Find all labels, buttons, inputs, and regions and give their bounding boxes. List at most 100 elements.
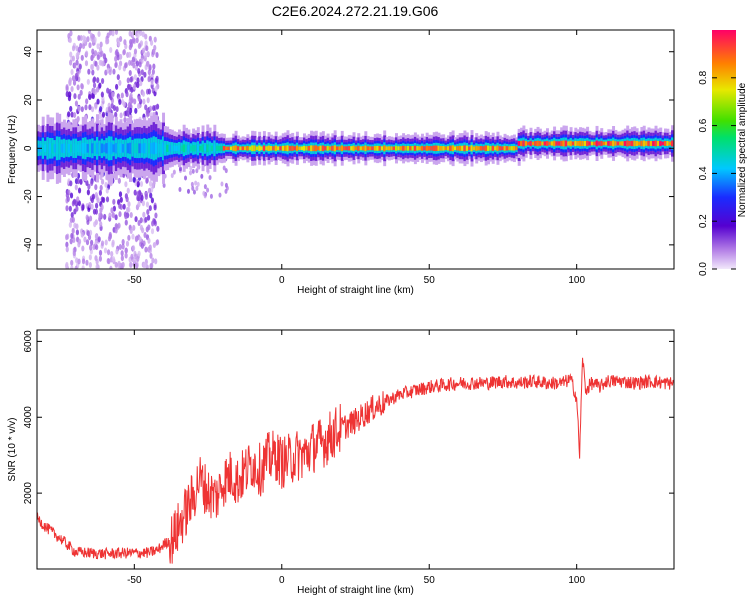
spectrogram-speckle xyxy=(87,68,91,75)
spectrogram-speckle xyxy=(94,202,99,209)
spectrogram-speckle xyxy=(69,51,73,58)
spectrogram-speckle xyxy=(70,259,74,266)
spectrogram-speckle xyxy=(120,92,124,99)
spectrogram-speckle xyxy=(111,212,115,219)
spectrogram-speckle xyxy=(70,265,74,269)
spectrogram-speckle xyxy=(101,111,106,118)
spectrogram-speckle xyxy=(120,255,124,262)
spectrogram-band-cell xyxy=(81,143,85,154)
spectrogram-band-cell xyxy=(536,140,540,147)
spectrogram-band-cell xyxy=(380,146,384,151)
spectrogram-band-cell xyxy=(93,144,97,153)
spectrogram-band-cell xyxy=(140,143,144,154)
spectrogram-speckle xyxy=(191,168,195,174)
spectrogram-speckle xyxy=(118,79,122,86)
spectrogram-band-cell xyxy=(491,145,495,151)
spectrogram-band-cell xyxy=(496,145,500,152)
spectrogram-speckle xyxy=(218,192,222,198)
spectrogram-band-cell xyxy=(361,146,365,151)
spectrogram-band-cell xyxy=(399,146,403,151)
spectrogram-speckle xyxy=(90,92,95,99)
spectrogram-speckle xyxy=(100,178,105,185)
spectrogram-speckle xyxy=(109,30,113,36)
spectrogram-speckle xyxy=(77,105,81,112)
spectrogram-band-cell xyxy=(53,144,57,153)
spectrogram-speckle xyxy=(149,192,153,199)
spectrogram-speckle xyxy=(117,260,121,267)
spectrogram-speckle xyxy=(151,220,155,227)
spectrogram-band-cell xyxy=(395,145,398,151)
spectrogram-speckle xyxy=(67,111,71,118)
spectrogram-band-cell xyxy=(666,141,670,146)
spectrogram-band-cell xyxy=(319,145,323,151)
spectrogram-band-cell xyxy=(154,142,158,154)
spectrogram-band-cell xyxy=(550,141,554,146)
spectrogram-speckle xyxy=(65,205,69,212)
spectrogram-band-cell xyxy=(404,146,408,151)
spectrogram-speckle xyxy=(88,94,92,101)
spectrogram-speckle xyxy=(86,78,90,85)
spectrogram-band-cell xyxy=(288,145,292,151)
spectrogram-band-cell xyxy=(557,141,561,146)
spectrogram-band-cell xyxy=(522,140,526,147)
spectrogram-speckle xyxy=(122,101,126,108)
spectrogram-speckle xyxy=(85,214,89,221)
spectrogram-band-cell xyxy=(406,145,410,151)
spectrogram-speckle xyxy=(75,257,79,264)
spectrogram-speckle xyxy=(128,70,132,77)
spectrogram-speckle xyxy=(105,38,109,45)
spectrogram-band-cell xyxy=(623,140,627,146)
spectrogram-speckle xyxy=(132,37,136,44)
spectrogram-band-cell xyxy=(437,145,441,151)
spectrogram-band-cell xyxy=(105,143,109,154)
spectrogram-band-cell xyxy=(168,145,172,152)
spectrogram-band-cell xyxy=(272,146,276,151)
spectrogram-band-cell xyxy=(269,146,273,151)
spectrogram-speckle xyxy=(137,250,141,257)
spectrogram-band-cell xyxy=(284,145,288,151)
spectrogram-speckle xyxy=(104,57,108,64)
spectrogram-speckle xyxy=(81,43,86,50)
spectrogram-speckle xyxy=(96,77,100,84)
spectrogram-speckle xyxy=(92,88,96,95)
spectrogram-speckle xyxy=(98,249,103,256)
spectrogram-band-cell xyxy=(232,145,236,151)
spectrogram-speckle xyxy=(155,239,160,246)
spectrogram-speckle xyxy=(100,240,105,247)
spectrogram-band-cell xyxy=(79,144,83,153)
spectrogram-band-cell xyxy=(145,143,149,153)
spectrogram-speckle xyxy=(90,179,94,186)
spectrogram-speckle xyxy=(98,189,103,196)
spectrogram-speckle xyxy=(79,35,83,42)
spectrogram-speckle xyxy=(139,80,143,87)
spectrogram-speckle xyxy=(90,106,95,113)
spectrogram-speckle xyxy=(93,174,97,181)
spectrogram-speckle xyxy=(68,221,72,228)
spectrogram-speckle xyxy=(143,71,147,78)
spectrogram-speckle xyxy=(123,39,127,46)
spectrogram-speckle xyxy=(131,233,135,240)
spectrogram-band-cell xyxy=(628,141,632,146)
spectrogram-band-cell xyxy=(199,145,203,151)
spectrogram-speckle xyxy=(147,224,151,231)
spectrogram-speckle xyxy=(70,212,74,219)
spectrogram-speckle xyxy=(84,60,89,67)
spectrogram-band-cell xyxy=(527,141,531,146)
spectrogram-band-cell xyxy=(350,146,354,151)
spectrogram-speckle xyxy=(85,239,90,246)
spectrogram-speckle xyxy=(141,227,145,234)
spectrogram-speckle xyxy=(99,106,103,113)
spectrogram-band-cell xyxy=(555,141,559,146)
spectrogram-speckle xyxy=(129,261,133,268)
spectrogram-speckle xyxy=(138,61,142,68)
spectrogram-speckle xyxy=(100,91,104,98)
spectrogram-speckle xyxy=(118,211,122,218)
spectrogram-band-cell xyxy=(336,146,339,151)
spectrogram-band-cell xyxy=(112,144,116,153)
spectrogram-band-cell xyxy=(343,146,347,151)
spectrogram-band-cell xyxy=(138,143,142,154)
spectrogram-band-cell xyxy=(91,143,95,154)
spectrogram-speckle xyxy=(192,189,196,195)
spectrogram-band-cell xyxy=(159,143,163,153)
spectrogram-speckle xyxy=(106,249,111,256)
